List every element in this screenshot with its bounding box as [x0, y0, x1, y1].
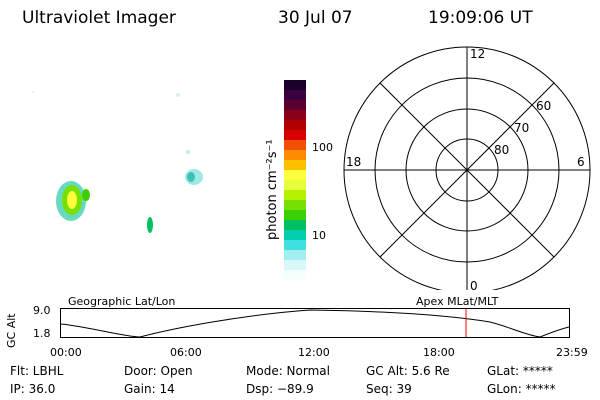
- date-label: 30 Jul 07: [278, 8, 353, 28]
- colorbar: [284, 80, 306, 280]
- colorbar-band: [284, 80, 306, 90]
- info-gain: Gain: 14: [124, 382, 175, 396]
- uv-image: [32, 91, 203, 233]
- orbit-x-tick-0600: 06:00: [170, 346, 202, 359]
- orbit-title-right: Apex MLat/MLT: [416, 295, 499, 308]
- info-flt: Flt: LBHL: [10, 364, 64, 378]
- colorbar-band: [284, 90, 306, 100]
- app-title: Ultraviolet Imager: [22, 8, 176, 28]
- info-dsp: Dsp: −89.9: [246, 382, 314, 396]
- orbit-x-tick-1200: 12:00: [298, 346, 330, 359]
- info-ip: IP: 36.0: [10, 382, 56, 396]
- info-door: Door: Open: [124, 364, 193, 378]
- orbit-y-axis-label: GC Alt: [5, 313, 18, 348]
- orbit-x-tick-2359: 23:59: [556, 346, 588, 359]
- colorbar-band: [284, 210, 306, 220]
- time-label: 19:09:06 UT: [428, 8, 533, 28]
- orbit-x-tick-0000: 00:00: [50, 346, 82, 359]
- colorbar-band: [284, 190, 306, 200]
- lat-label-60: 60: [536, 99, 551, 113]
- colorbar-band: [284, 130, 306, 140]
- info-gc-alt: GC Alt: 5.6 Re: [366, 364, 450, 378]
- colorbar-band: [284, 120, 306, 130]
- info-seq: Seq: 39: [366, 382, 412, 396]
- orbit-title-left: Geographic Lat/Lon: [68, 295, 176, 308]
- colorbar-band: [284, 260, 306, 270]
- orbit-x-tick-1800: 18:00: [423, 346, 455, 359]
- colorbar-band: [284, 100, 306, 110]
- colorbar-band: [284, 230, 306, 240]
- colorbar-band: [284, 250, 306, 260]
- colorbar-band: [284, 170, 306, 180]
- lat-label-70: 70: [514, 121, 529, 135]
- info-mode: Mode: Normal: [246, 364, 330, 378]
- lat-label-80: 80: [494, 143, 509, 157]
- mlt-label-18: 18: [346, 155, 361, 169]
- colorbar-band: [284, 180, 306, 190]
- colorbar-band: [284, 270, 306, 280]
- auroral-blob-small: [147, 217, 153, 233]
- mlt-label-0: 0: [470, 279, 478, 290]
- colorbar-tick-100: 100: [312, 141, 333, 154]
- mlt-label-12: 12: [470, 47, 485, 61]
- orbit-y-tick-9: 9.0: [33, 304, 51, 317]
- colorbar-band: [284, 200, 306, 210]
- colorbar-band: [284, 150, 306, 160]
- mlt-label-6: 6: [577, 155, 585, 169]
- colorbar-band: [284, 110, 306, 120]
- colorbar-tick-10: 10: [312, 229, 326, 242]
- colorbar-band: [284, 220, 306, 230]
- orbit-y-tick-1-8: 1.8: [33, 327, 51, 340]
- orbit-altitude-curve: [60, 309, 570, 338]
- info-glat: GLat: *****: [487, 364, 553, 378]
- auroral-blob-main: [56, 181, 90, 221]
- colorbar-band: [284, 140, 306, 150]
- colorbar-unit-label: photon cm⁻²s⁻¹: [265, 139, 280, 240]
- colorbar-band: [284, 160, 306, 170]
- polar-plot: 12 6 0 18 60 70 80: [343, 46, 591, 290]
- auroral-blob-right: [185, 169, 203, 185]
- colorbar-band: [284, 240, 306, 250]
- info-glon: GLon: *****: [487, 382, 556, 396]
- orbit-plot: [60, 308, 570, 338]
